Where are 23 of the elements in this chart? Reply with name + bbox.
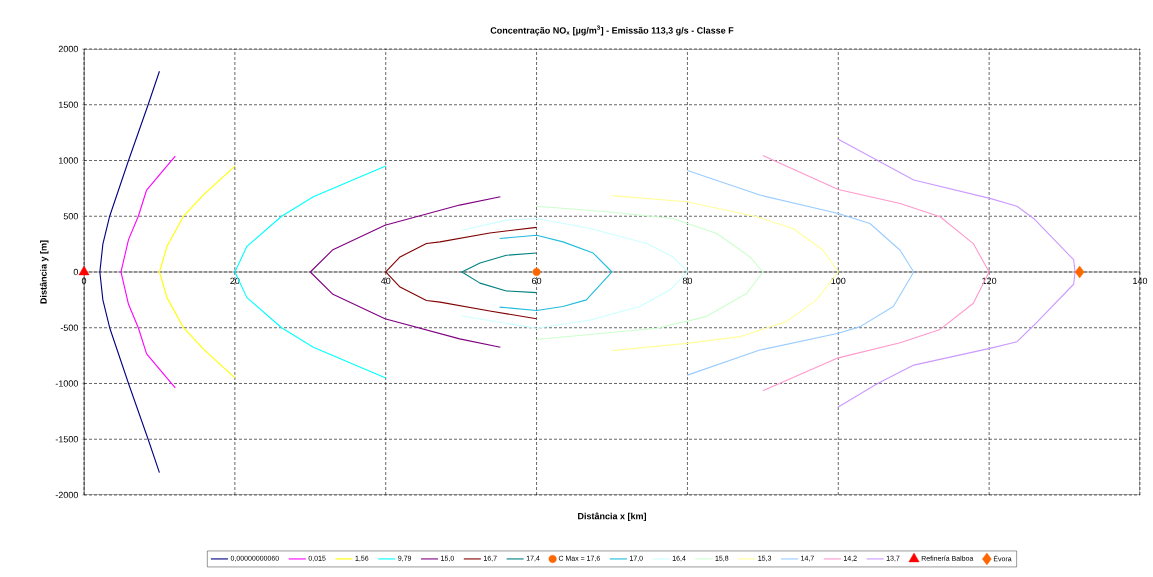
y-axis-title: Distância y [m]	[39, 240, 49, 304]
x-tick-label: 120	[982, 277, 997, 285]
y-tick-label: 500	[63, 213, 78, 220]
x-tick-label: 100	[831, 277, 846, 285]
line-series	[120, 155, 176, 389]
x-axis-title: Distância x [km]	[578, 512, 646, 522]
y-tick-label: -1500	[55, 436, 78, 443]
y-tick-label: -1000	[55, 380, 78, 387]
x-tick-label: 40	[380, 277, 391, 285]
x-tick-label: 140	[1133, 277, 1148, 285]
line-series	[499, 234, 613, 312]
y-tick-label: 0	[73, 268, 78, 276]
line-series	[99, 70, 160, 474]
y-tick-label: -500	[60, 324, 78, 331]
x-tick-label: 0	[81, 277, 87, 285]
y-tick-label: 2000	[58, 45, 78, 53]
y-tick-label: 1000	[59, 157, 78, 164]
chart-title: Concentração NO$_{x}$ [µg/m$^{3}$] - Emissão 113,3 g/s - Classe F	[490, 25, 734, 36]
y-tick-label: 1500	[59, 101, 78, 108]
line-series	[309, 196, 501, 348]
x-tick-label: 80	[682, 277, 693, 285]
x-tick-label: 60	[532, 277, 542, 285]
y-tick-label: -2000	[55, 491, 78, 499]
